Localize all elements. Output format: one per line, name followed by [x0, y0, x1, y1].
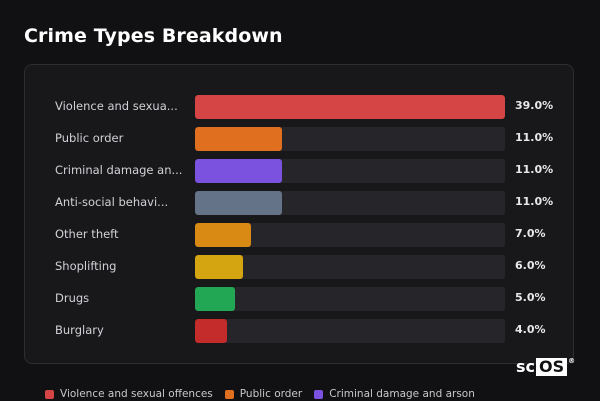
bar — [195, 223, 251, 247]
bar-track — [195, 255, 505, 279]
bar-value-label: 6.0% — [515, 259, 546, 272]
bar-row: Burglary 4.0% — [25, 319, 575, 343]
bar — [195, 255, 243, 279]
bar — [195, 319, 227, 343]
bar-row: Criminal damage an... 11.0% — [25, 159, 575, 183]
bar — [195, 127, 282, 151]
bar-category-label: Shoplifting — [55, 259, 117, 273]
bar-value-label: 39.0% — [515, 99, 554, 112]
legend-label: Violence and sexual offences — [60, 388, 213, 400]
logo-text-os: OS — [536, 357, 568, 376]
bar-track — [195, 223, 505, 247]
legend-item: Violence and sexual offences — [45, 388, 213, 400]
bar-row: Shoplifting 6.0% — [25, 255, 575, 279]
bar-track — [195, 159, 505, 183]
bar-category-label: Public order — [55, 131, 124, 145]
bar-value-label: 4.0% — [515, 323, 546, 336]
legend-item: Criminal damage and arson — [314, 388, 475, 400]
legend-swatch — [45, 389, 54, 399]
logo-text-sc: sc — [516, 357, 536, 376]
bar-row: Public order 11.0% — [25, 127, 575, 151]
bar-track — [195, 319, 505, 343]
brand-logo: sc OS ® — [516, 357, 575, 376]
legend-item: Public order — [224, 388, 303, 400]
bar-value-label: 11.0% — [515, 131, 554, 144]
bar-row: Drugs 5.0% — [25, 287, 575, 311]
legend-label: Public order — [239, 388, 303, 400]
bar-category-label: Burglary — [55, 323, 104, 337]
bar-track — [195, 127, 505, 151]
bar — [195, 191, 282, 215]
legend-swatch — [224, 389, 234, 399]
bar-value-label: 11.0% — [515, 163, 554, 176]
bar-row: Violence and sexua... 39.0% — [25, 95, 575, 119]
bar-category-label: Other theft — [55, 227, 119, 241]
bar-track — [195, 95, 505, 119]
bar-value-label: 5.0% — [515, 291, 546, 304]
bar — [195, 159, 282, 183]
bar-track — [195, 287, 505, 311]
legend-swatch — [314, 389, 324, 399]
bar-row: Anti-social behavi... 11.0% — [25, 191, 575, 215]
bar-track — [195, 191, 505, 215]
logo-registered-mark: ® — [568, 357, 576, 365]
bar-value-label: 7.0% — [515, 227, 546, 240]
chart-title: Crime Types Breakdown — [24, 25, 283, 47]
legend-label: Criminal damage and arson — [329, 388, 475, 400]
bar — [195, 95, 505, 119]
bar-category-label: Violence and sexua... — [55, 99, 178, 113]
chart-panel: Violence and sexua... 39.0% Public order 11… — [24, 64, 574, 364]
bar — [195, 287, 235, 311]
chart-legend: Violence and sexual offences Public order… — [45, 387, 487, 401]
bar-value-label: 11.0% — [515, 195, 554, 208]
bar-category-label: Drugs — [55, 291, 90, 305]
bar-row: Other theft 7.0% — [25, 223, 575, 247]
bar-category-label: Criminal damage an... — [55, 163, 183, 177]
bar-category-label: Anti-social behavi... — [55, 195, 169, 209]
